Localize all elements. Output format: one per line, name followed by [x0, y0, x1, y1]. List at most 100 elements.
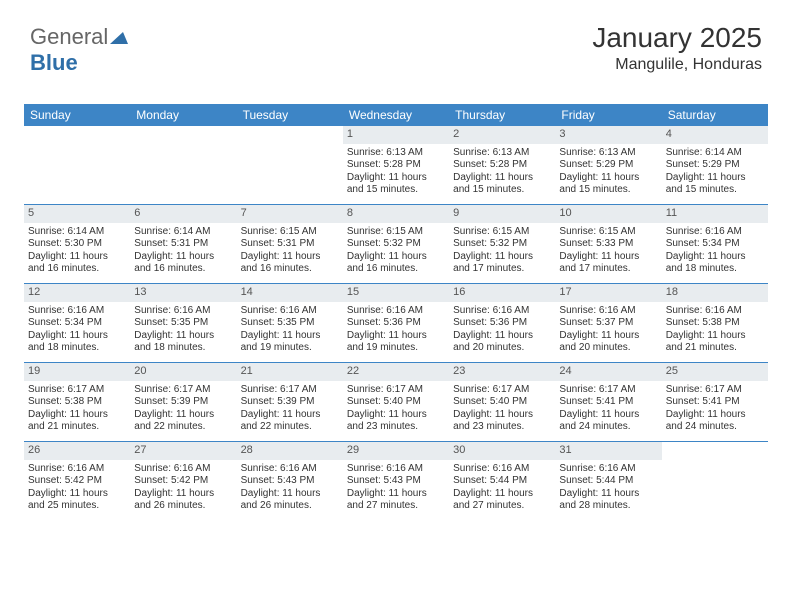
daylight-line: Daylight: 11 hours and 26 minutes.	[241, 488, 339, 513]
sunset-line: Sunset: 5:28 PM	[453, 159, 551, 172]
day-number: 28	[237, 442, 343, 460]
sunset-line: Sunset: 5:43 PM	[241, 475, 339, 488]
sunrise-line: Sunrise: 6:17 AM	[666, 384, 764, 397]
calendar-day: 3Sunrise: 6:13 AMSunset: 5:29 PMDaylight…	[555, 126, 661, 204]
day-number: 19	[24, 363, 130, 381]
day-number: 30	[449, 442, 555, 460]
sunrise-line: Sunrise: 6:16 AM	[28, 463, 126, 476]
sunset-line: Sunset: 5:40 PM	[347, 396, 445, 409]
calendar-day	[662, 442, 768, 520]
calendar-day: 21Sunrise: 6:17 AMSunset: 5:39 PMDayligh…	[237, 363, 343, 441]
calendar-day: 1Sunrise: 6:13 AMSunset: 5:28 PMDaylight…	[343, 126, 449, 204]
calendar-week: 12Sunrise: 6:16 AMSunset: 5:34 PMDayligh…	[24, 283, 768, 362]
day-number: 9	[449, 205, 555, 223]
day-number: 13	[130, 284, 236, 302]
sunset-line: Sunset: 5:32 PM	[347, 238, 445, 251]
calendar-day: 28Sunrise: 6:16 AMSunset: 5:43 PMDayligh…	[237, 442, 343, 520]
sunset-line: Sunset: 5:34 PM	[28, 317, 126, 330]
day-number: 1	[343, 126, 449, 144]
daylight-line: Daylight: 11 hours and 23 minutes.	[453, 409, 551, 434]
calendar-day: 15Sunrise: 6:16 AMSunset: 5:36 PMDayligh…	[343, 284, 449, 362]
sunrise-line: Sunrise: 6:16 AM	[241, 305, 339, 318]
day-number: 17	[555, 284, 661, 302]
sunrise-line: Sunrise: 6:16 AM	[453, 305, 551, 318]
sunrise-line: Sunrise: 6:13 AM	[559, 147, 657, 160]
sunrise-line: Sunrise: 6:16 AM	[28, 305, 126, 318]
daylight-line: Daylight: 11 hours and 16 minutes.	[134, 251, 232, 276]
weekday-header: Thursday	[449, 104, 555, 126]
month-title: January 2025	[592, 22, 762, 54]
daylight-line: Daylight: 11 hours and 27 minutes.	[347, 488, 445, 513]
daylight-line: Daylight: 11 hours and 15 minutes.	[347, 172, 445, 197]
sunset-line: Sunset: 5:38 PM	[666, 317, 764, 330]
sunset-line: Sunset: 5:40 PM	[453, 396, 551, 409]
sunset-line: Sunset: 5:39 PM	[241, 396, 339, 409]
sunset-line: Sunset: 5:37 PM	[559, 317, 657, 330]
sunset-line: Sunset: 5:35 PM	[134, 317, 232, 330]
day-number: 18	[662, 284, 768, 302]
sunset-line: Sunset: 5:42 PM	[28, 475, 126, 488]
weekday-header: Friday	[555, 104, 661, 126]
day-number: 29	[343, 442, 449, 460]
weekday-header: Saturday	[662, 104, 768, 126]
day-number: 12	[24, 284, 130, 302]
calendar-day: 17Sunrise: 6:16 AMSunset: 5:37 PMDayligh…	[555, 284, 661, 362]
daylight-line: Daylight: 11 hours and 16 minutes.	[241, 251, 339, 276]
calendar-day: 7Sunrise: 6:15 AMSunset: 5:31 PMDaylight…	[237, 205, 343, 283]
sunrise-line: Sunrise: 6:16 AM	[347, 463, 445, 476]
daylight-line: Daylight: 11 hours and 27 minutes.	[453, 488, 551, 513]
daylight-line: Daylight: 11 hours and 15 minutes.	[453, 172, 551, 197]
daylight-line: Daylight: 11 hours and 18 minutes.	[28, 330, 126, 355]
daylight-line: Daylight: 11 hours and 24 minutes.	[559, 409, 657, 434]
calendar-day: 30Sunrise: 6:16 AMSunset: 5:44 PMDayligh…	[449, 442, 555, 520]
day-number: 7	[237, 205, 343, 223]
day-number: 31	[555, 442, 661, 460]
sunrise-line: Sunrise: 6:16 AM	[666, 305, 764, 318]
calendar-day: 29Sunrise: 6:16 AMSunset: 5:43 PMDayligh…	[343, 442, 449, 520]
daylight-line: Daylight: 11 hours and 16 minutes.	[28, 251, 126, 276]
sunrise-line: Sunrise: 6:17 AM	[453, 384, 551, 397]
day-number: 22	[343, 363, 449, 381]
sunset-line: Sunset: 5:29 PM	[559, 159, 657, 172]
daylight-line: Daylight: 11 hours and 24 minutes.	[666, 409, 764, 434]
day-number: 2	[449, 126, 555, 144]
sunrise-line: Sunrise: 6:14 AM	[666, 147, 764, 160]
sunrise-line: Sunrise: 6:14 AM	[28, 226, 126, 239]
calendar-day: 11Sunrise: 6:16 AMSunset: 5:34 PMDayligh…	[662, 205, 768, 283]
day-number: 15	[343, 284, 449, 302]
sunset-line: Sunset: 5:38 PM	[28, 396, 126, 409]
calendar-day: 31Sunrise: 6:16 AMSunset: 5:44 PMDayligh…	[555, 442, 661, 520]
day-number: 25	[662, 363, 768, 381]
weekday-header: Monday	[130, 104, 236, 126]
calendar-day: 18Sunrise: 6:16 AMSunset: 5:38 PMDayligh…	[662, 284, 768, 362]
sunset-line: Sunset: 5:31 PM	[134, 238, 232, 251]
calendar-day: 25Sunrise: 6:17 AMSunset: 5:41 PMDayligh…	[662, 363, 768, 441]
daylight-line: Daylight: 11 hours and 19 minutes.	[241, 330, 339, 355]
sunrise-line: Sunrise: 6:16 AM	[559, 305, 657, 318]
calendar-body: 1Sunrise: 6:13 AMSunset: 5:28 PMDaylight…	[24, 126, 768, 520]
day-number: 21	[237, 363, 343, 381]
sunrise-line: Sunrise: 6:17 AM	[347, 384, 445, 397]
sunset-line: Sunset: 5:35 PM	[241, 317, 339, 330]
calendar-day: 13Sunrise: 6:16 AMSunset: 5:35 PMDayligh…	[130, 284, 236, 362]
daylight-line: Daylight: 11 hours and 21 minutes.	[28, 409, 126, 434]
day-number: 5	[24, 205, 130, 223]
sunrise-line: Sunrise: 6:15 AM	[241, 226, 339, 239]
sunrise-line: Sunrise: 6:16 AM	[347, 305, 445, 318]
sunrise-line: Sunrise: 6:17 AM	[134, 384, 232, 397]
day-number: 14	[237, 284, 343, 302]
day-number: 8	[343, 205, 449, 223]
location: Mangulile, Honduras	[592, 56, 762, 74]
day-number: 20	[130, 363, 236, 381]
sunset-line: Sunset: 5:39 PM	[134, 396, 232, 409]
calendar-day: 8Sunrise: 6:15 AMSunset: 5:32 PMDaylight…	[343, 205, 449, 283]
sunset-line: Sunset: 5:28 PM	[347, 159, 445, 172]
logo-triangle-icon	[110, 24, 128, 50]
calendar-week: 1Sunrise: 6:13 AMSunset: 5:28 PMDaylight…	[24, 126, 768, 204]
sunrise-line: Sunrise: 6:16 AM	[134, 305, 232, 318]
weekday-header: Sunday	[24, 104, 130, 126]
weekday-header: Wednesday	[343, 104, 449, 126]
calendar-day: 16Sunrise: 6:16 AMSunset: 5:36 PMDayligh…	[449, 284, 555, 362]
sunset-line: Sunset: 5:30 PM	[28, 238, 126, 251]
day-number: 11	[662, 205, 768, 223]
